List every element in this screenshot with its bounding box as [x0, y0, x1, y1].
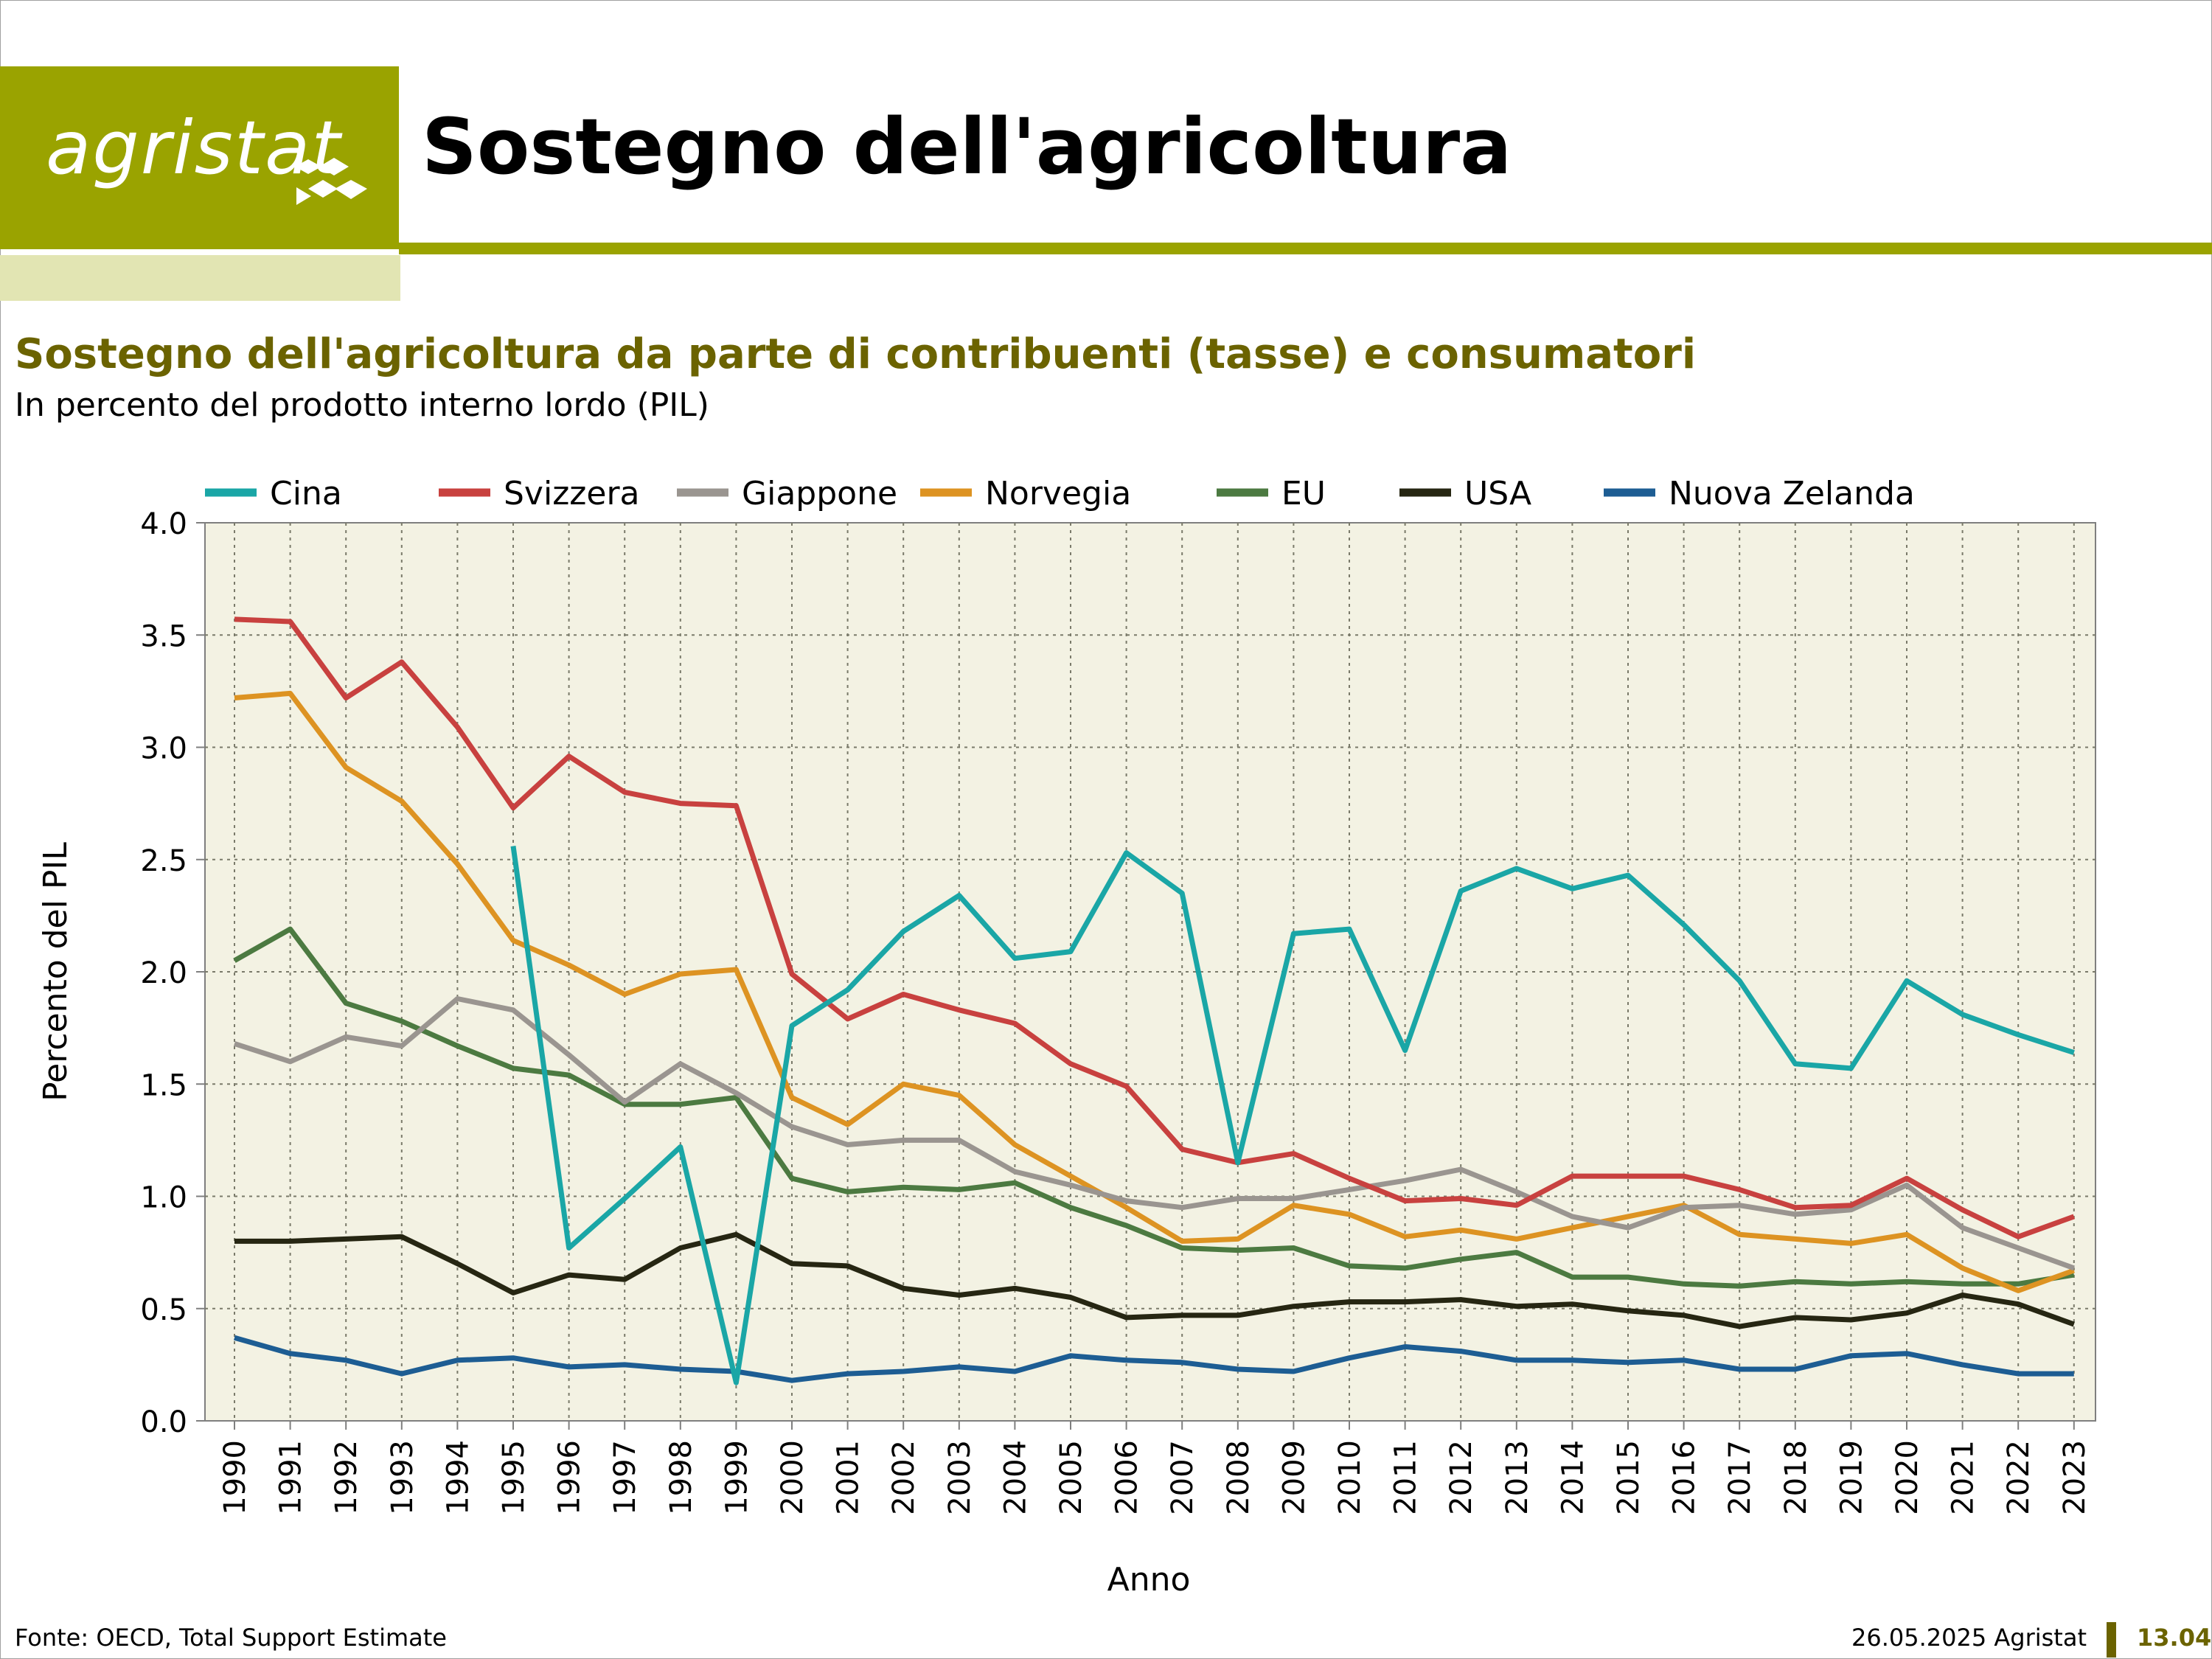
x-tick-label: 2015: [1612, 1440, 1646, 1515]
x-axis-ticks: 1990 1991 1992 1993 1994 1995 1996 1997 1998 1999…: [218, 1421, 2092, 1515]
chart-title: Sostegno dell'agricoltura da parte di co…: [15, 330, 1697, 378]
x-tick-label: 2000: [776, 1440, 810, 1515]
x-tick-label: 1995: [497, 1440, 531, 1515]
legend-label-nuova-zelanda: Nuova Zelanda: [1669, 475, 1915, 512]
legend-label-svizzera: Svizzera: [504, 475, 640, 512]
x-tick-label: 2020: [1891, 1440, 1924, 1515]
grid-lines: [205, 523, 2096, 1421]
footer-source: Fonte: OECD, Total Support Estimate: [15, 1624, 447, 1652]
x-tick-label: 2018: [1779, 1440, 1813, 1515]
x-tick-label: 1991: [274, 1440, 308, 1515]
agristat-logo: [0, 66, 399, 249]
x-tick-label: 2012: [1444, 1440, 1478, 1515]
header-rule: [399, 243, 2212, 254]
y-tick-label: 1.0: [140, 1181, 187, 1215]
series-line-usa: [234, 1231, 2075, 1329]
series-line-eu: [233, 926, 2075, 1289]
x-tick-label: 2023: [2058, 1440, 2092, 1515]
page-number: 13.04: [2137, 1624, 2212, 1652]
y-tick-label: 3.0: [140, 732, 187, 766]
y-tick-label: 4.0: [140, 507, 187, 541]
footer-divider: [2107, 1622, 2116, 1658]
chart-subtitle: In percento del prodotto interno lordo (…: [15, 386, 709, 424]
x-tick-label: 2009: [1277, 1440, 1311, 1515]
y-tick-label: 0.5: [140, 1293, 187, 1327]
x-tick-label: 2019: [1834, 1440, 1868, 1515]
x-tick-label: 2010: [1333, 1440, 1367, 1515]
y-tick-label: 3.5: [140, 619, 187, 653]
legend-label-eu: EU: [1281, 475, 1326, 512]
logo-text: agristat: [46, 105, 342, 191]
x-tick-label: 1998: [664, 1440, 698, 1515]
y-tick-label: 2.0: [140, 956, 187, 990]
x-tick-label: 1990: [218, 1440, 252, 1515]
x-tick-label: 2013: [1500, 1440, 1534, 1515]
x-tick-label: 1997: [608, 1440, 642, 1515]
logo-shadow-band: [0, 255, 400, 301]
x-tick-label: 2002: [887, 1440, 921, 1515]
x-tick-label: 2006: [1110, 1440, 1144, 1515]
logo-diamonds-icon: [295, 158, 367, 205]
legend: Cina Svizzera Giappone Norvegia EU USA Nuova Z…: [205, 475, 1915, 512]
series-line-cina: [510, 846, 2075, 1385]
x-tick-label: 2004: [998, 1440, 1032, 1515]
y-axis-ticks: 0.0 0.5 1.0 1.5 2.0 2.5 3.0 3.5 4.0: [140, 507, 205, 1439]
series-line-nuova-zelanda: [234, 1335, 2074, 1383]
x-tick-label: 2022: [2002, 1440, 2036, 1515]
y-axis-label: Percento del PIL: [37, 842, 74, 1102]
page-title: Sostegno dell'agricoltura: [422, 102, 1512, 192]
x-tick-label: 2007: [1166, 1440, 1200, 1515]
x-tick-label: 2005: [1054, 1440, 1088, 1515]
legend-label-cina: Cina: [270, 475, 342, 512]
x-tick-label: 2014: [1556, 1440, 1590, 1515]
y-tick-label: 2.5: [140, 844, 187, 878]
x-tick-label: 2017: [1723, 1440, 1757, 1515]
legend-label-norvegia: Norvegia: [985, 475, 1131, 512]
legend-label-usa: USA: [1464, 475, 1531, 512]
x-tick-label: 2016: [1668, 1440, 1702, 1515]
legend-label-giappone: Giappone: [742, 475, 897, 512]
x-tick-label: 1992: [330, 1440, 364, 1515]
series-line-norvegia: [234, 690, 2075, 1293]
x-tick-label: 2003: [943, 1440, 977, 1515]
x-tick-label: 2011: [1389, 1440, 1423, 1515]
x-axis-label: Anno: [1107, 1561, 1191, 1599]
x-tick-label: 1994: [441, 1440, 475, 1515]
x-tick-label: 1996: [553, 1440, 587, 1515]
x-tick-label: 1999: [720, 1440, 754, 1515]
x-tick-label: 1993: [386, 1440, 420, 1515]
footer-date: 26.05.2025 Agristat: [1851, 1624, 2087, 1652]
x-tick-label: 2001: [832, 1440, 866, 1515]
x-tick-label: 2008: [1222, 1440, 1256, 1515]
series-lines: [233, 616, 2075, 1385]
y-tick-label: 0.0: [140, 1405, 187, 1439]
y-tick-label: 1.5: [140, 1068, 187, 1102]
series-line-svizzera: [234, 616, 2075, 1239]
x-tick-label: 2021: [1947, 1440, 1980, 1515]
